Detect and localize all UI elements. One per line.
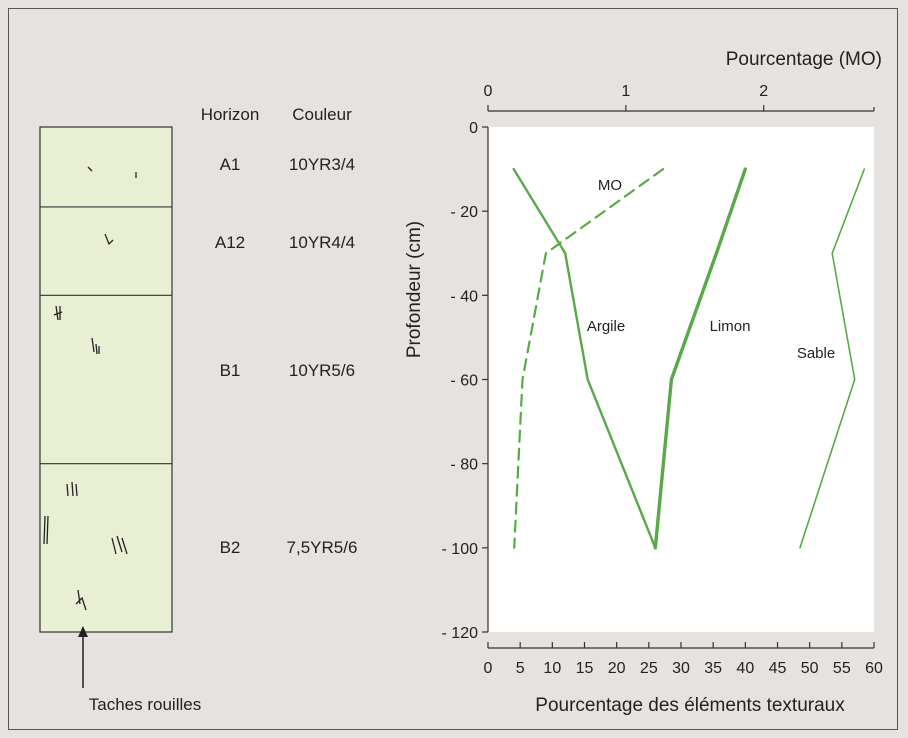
bottom-tick-label: 45 (769, 660, 787, 677)
horizon-color: 7,5YR5/6 (287, 538, 358, 557)
bottom-tick-label: 40 (736, 660, 754, 677)
series-label-limon: Limon (710, 318, 751, 335)
y-tick-label: - 120 (442, 625, 479, 642)
horizon-header: Horizon (201, 105, 260, 124)
bottom-tick-label: 25 (640, 660, 658, 677)
bottom-tick-label: 10 (543, 660, 561, 677)
series-label-mo: MO (598, 177, 622, 194)
horizon-name: B1 (220, 361, 241, 380)
rust-spot-mark (53, 305, 63, 321)
horizon-name: A1 (220, 155, 241, 174)
y-tick-label: 0 (469, 120, 478, 137)
series-line-limon (653, 167, 747, 550)
series-label-sable: Sable (797, 345, 835, 362)
arrow-up-icon (78, 626, 88, 637)
y-tick-label: - 60 (450, 373, 478, 390)
series-line-argile (512, 167, 657, 549)
rust-spot-mark (75, 589, 87, 611)
bottom-tick-label: 55 (833, 660, 851, 677)
bottom-tick-label: 50 (801, 660, 819, 677)
rust-spot-mark (66, 481, 78, 497)
bottom-tick-label: 20 (608, 660, 626, 677)
rust-spot-mark (104, 233, 114, 246)
rust-spot-mark (111, 535, 128, 555)
series-line-sable (799, 168, 866, 549)
horizon-name: A12 (215, 233, 245, 252)
bottom-tick-label: 15 (576, 660, 594, 677)
figure-frame (8, 8, 898, 730)
plot-area (488, 127, 874, 632)
rust-spots-annotation: Taches rouilles (78, 626, 201, 714)
rust-spots-label: Taches rouilles (89, 695, 201, 714)
soil-profile-column (39, 126, 173, 633)
y-tick-label: - 40 (450, 288, 478, 305)
rust-spot-mark (43, 515, 49, 545)
bottom-tick-label: 30 (672, 660, 690, 677)
series-label-argile: Argile (587, 318, 625, 335)
bottom-tick-label: 35 (704, 660, 722, 677)
bottom-tick-label: 60 (865, 660, 883, 677)
bottom-axis-title: Pourcentage des éléments texturaux (535, 695, 845, 716)
profile-box (39, 126, 173, 633)
series-line-mo (513, 168, 665, 549)
color-header: Couleur (292, 105, 352, 124)
y-axis-title: Profondeur (cm) (404, 221, 425, 358)
texture-chart: 0 - 20 - 40 - 60 - 80 - 100 - 120 Profondeur (c… (404, 49, 883, 716)
horizon-color: 10YR5/6 (289, 361, 355, 380)
horizon-name: B2 (220, 538, 241, 557)
rust-spot-mark (91, 337, 100, 355)
y-tick-label: - 80 (450, 457, 478, 474)
y-tick-label: - 20 (450, 204, 478, 221)
horizon-color: 10YR4/4 (289, 233, 355, 252)
rust-spot-mark (87, 166, 93, 172)
bottom-tick-label: 0 (484, 660, 493, 677)
top-tick-label: 2 (759, 83, 768, 100)
bottom-tick-label: 5 (516, 660, 525, 677)
y-tick-label: - 100 (442, 541, 479, 558)
top-tick-label: 0 (484, 83, 493, 100)
horizon-color: 10YR3/4 (289, 155, 355, 174)
profile-table: Horizon Couleur A1 10YR3/4 A12 10YR4/4 B1 10Y… (201, 105, 358, 557)
top-axis-title: Pourcentage (MO) (726, 49, 882, 70)
top-tick-label: 1 (621, 83, 630, 100)
